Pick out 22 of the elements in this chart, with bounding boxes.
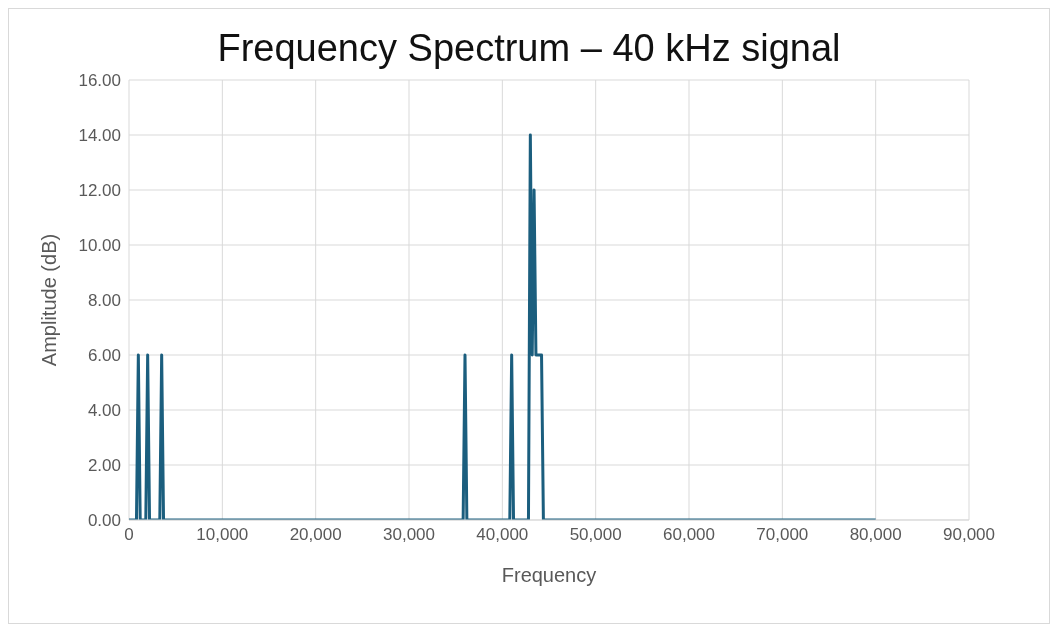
x-axis-title: Frequency (501, 564, 597, 586)
y-tick-label: 4.00 (87, 401, 121, 421)
x-tick-label: 10,000 (196, 525, 249, 545)
y-tick-label: 8.00 (87, 291, 121, 311)
chart-title: Frequency Spectrum – 40 kHz signal (216, 27, 842, 70)
y-tick-label: 12.00 (78, 181, 121, 201)
y-tick-label: 10.00 (78, 236, 121, 256)
y-axis-title: Amplitude (dB) (38, 233, 61, 367)
x-tick-label: 70,000 (756, 525, 809, 545)
y-tick-label: 2.00 (87, 456, 121, 476)
y-tick-label: 0.00 (87, 511, 121, 531)
y-tick-label: 16.00 (78, 71, 121, 91)
x-tick-label: 50,000 (569, 525, 622, 545)
x-tick-label: 60,000 (663, 525, 715, 545)
x-tick-label: 30,000 (383, 525, 435, 545)
x-tick-label: 20,000 (289, 525, 342, 545)
x-tick-label: 0 (124, 525, 134, 545)
y-tick-label: 6.00 (87, 346, 121, 366)
x-tick-label: 80,000 (849, 525, 902, 545)
y-tick-label: 14.00 (78, 126, 121, 146)
x-tick-label: 90,000 (943, 525, 995, 545)
x-tick-label: 40,000 (476, 525, 529, 545)
